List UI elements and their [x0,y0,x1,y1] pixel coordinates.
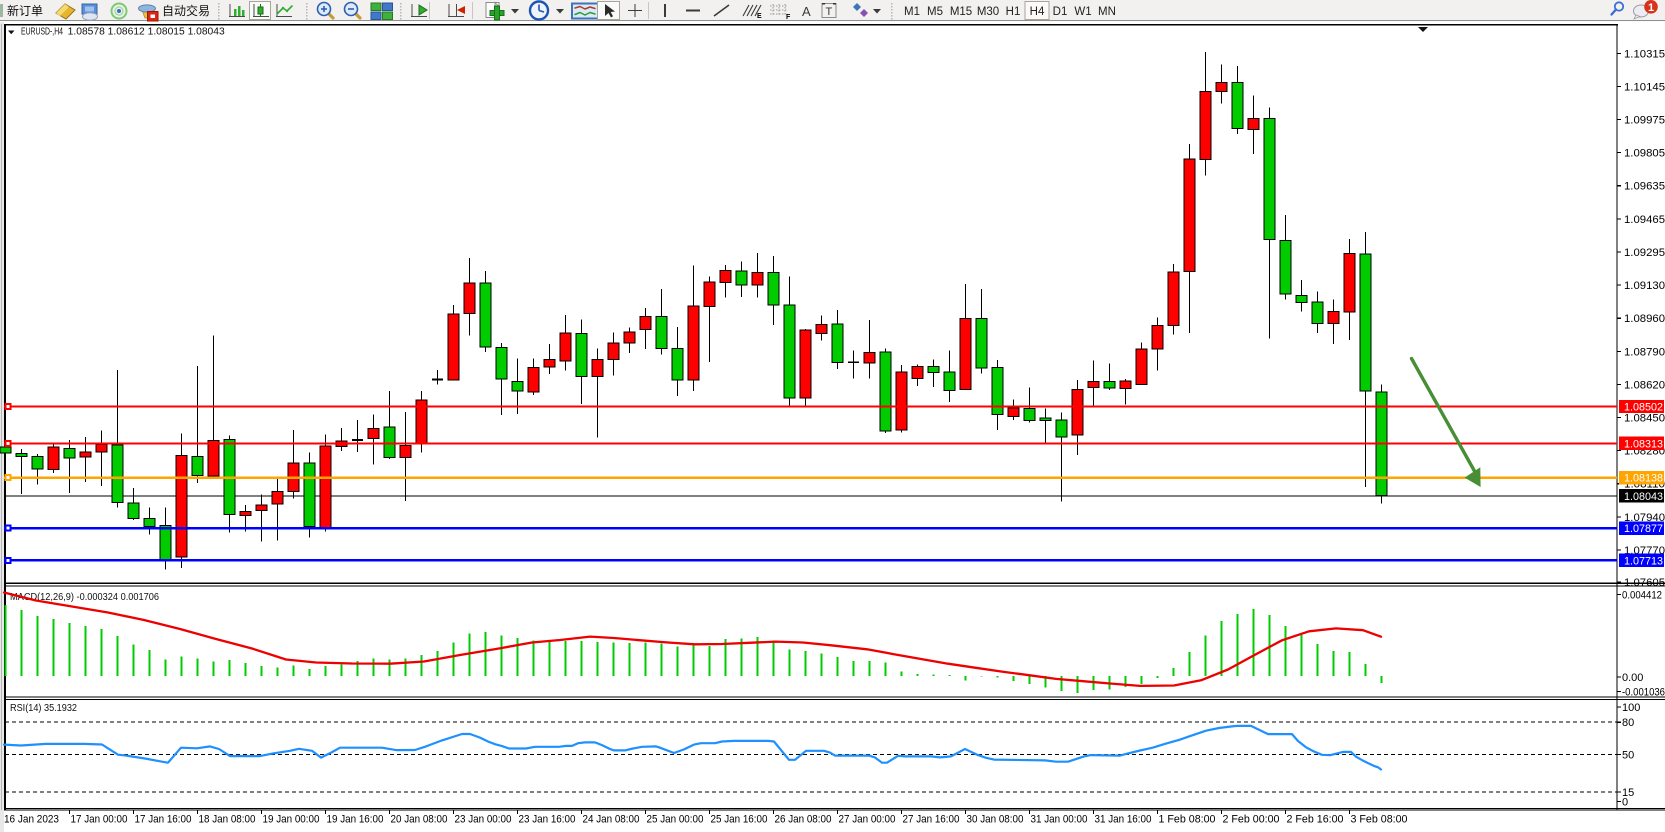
svg-text:D1: D1 [1053,6,1068,18]
svg-text:1.07605: 1.07605 [1624,577,1665,589]
svg-text:1 Feb 08:00: 1 Feb 08:00 [1159,814,1216,826]
svg-text:1.10315: 1.10315 [1624,48,1665,60]
svg-text:1.07877: 1.07877 [1624,523,1663,535]
svg-text:1.08502: 1.08502 [1624,402,1663,414]
svg-text:H4: H4 [1030,6,1045,18]
svg-text:26 Jan 08:00: 26 Jan 08:00 [775,814,832,826]
svg-text:20 Jan 08:00: 20 Jan 08:00 [391,814,448,826]
svg-text:E: E [757,13,762,20]
svg-text:3 Feb 08:00: 3 Feb 08:00 [1351,814,1408,826]
svg-text:0: 0 [1622,797,1628,809]
svg-text:M15: M15 [950,6,972,18]
svg-text:1.09975: 1.09975 [1624,115,1665,127]
svg-text:27 Jan 00:00: 27 Jan 00:00 [839,814,896,826]
svg-text:15: 15 [1622,787,1634,799]
svg-text:1.07940: 1.07940 [1624,512,1665,524]
svg-text:M5: M5 [927,6,943,18]
svg-text:1.09805: 1.09805 [1624,148,1665,160]
svg-text:-0.001036: -0.001036 [1622,686,1665,698]
svg-text:F: F [786,14,791,21]
svg-text:H1: H1 [1006,6,1021,18]
svg-text:M30: M30 [977,6,999,18]
svg-text:1.09130: 1.09130 [1624,280,1665,292]
svg-text:1.08960: 1.08960 [1624,313,1665,325]
svg-text:0.004412: 0.004412 [1622,590,1662,602]
svg-text:M1: M1 [904,6,920,18]
svg-text:24 Jan 08:00: 24 Jan 08:00 [583,814,640,826]
svg-text:23 Jan 00:00: 23 Jan 00:00 [455,814,512,826]
svg-text:1.08138: 1.08138 [1624,473,1663,485]
svg-text:EURUSD-,H4: EURUSD-,H4 [21,27,63,38]
svg-text:50: 50 [1622,749,1634,761]
svg-text:1.08620: 1.08620 [1624,379,1665,391]
svg-text:RSI(14) 35.1932: RSI(14) 35.1932 [10,703,77,714]
svg-text:2 Feb 16:00: 2 Feb 16:00 [1287,814,1344,826]
svg-text:80: 80 [1622,717,1634,729]
svg-text:1: 1 [1648,2,1654,14]
svg-text:W1: W1 [1074,6,1091,18]
svg-text:30 Jan 08:00: 30 Jan 08:00 [967,814,1024,826]
svg-text:1.08450: 1.08450 [1624,413,1665,425]
svg-text:自动交易: 自动交易 [162,3,210,18]
svg-text:1.10145: 1.10145 [1624,81,1665,93]
svg-text:1.07713: 1.07713 [1624,555,1663,567]
svg-text:1.09465: 1.09465 [1624,214,1665,226]
svg-text:1.08578 1.08612 1.08015 1.0804: 1.08578 1.08612 1.08015 1.08043 [68,27,225,38]
svg-text:1.09295: 1.09295 [1624,247,1665,259]
svg-text:16 Jan 2023: 16 Jan 2023 [4,814,59,826]
svg-text:27 Jan 16:00: 27 Jan 16:00 [903,814,960,826]
svg-text:17 Jan 00:00: 17 Jan 00:00 [71,814,128,826]
svg-text:A: A [802,4,811,19]
svg-text:18 Jan 08:00: 18 Jan 08:00 [199,814,256,826]
svg-text:T: T [826,6,833,18]
svg-text:19 Jan 00:00: 19 Jan 00:00 [263,814,320,826]
svg-text:1.08790: 1.08790 [1624,346,1665,358]
svg-text:MN: MN [1098,6,1116,18]
svg-text:MACD(12,26,9) -0.000324 0.0017: MACD(12,26,9) -0.000324 0.001706 [10,592,159,603]
svg-text:100: 100 [1622,702,1640,714]
svg-text:0.00: 0.00 [1622,672,1643,684]
svg-text:25 Jan 00:00: 25 Jan 00:00 [647,814,704,826]
svg-text:新订单: 新订单 [7,3,43,18]
svg-text:1.09635: 1.09635 [1624,181,1665,193]
svg-text:2 Feb 00:00: 2 Feb 00:00 [1223,814,1280,826]
svg-text:1.08043: 1.08043 [1624,491,1663,503]
svg-text:31 Jan 00:00: 31 Jan 00:00 [1031,814,1088,826]
svg-text:23 Jan 16:00: 23 Jan 16:00 [519,814,576,826]
svg-text:1.08313: 1.08313 [1624,438,1663,450]
svg-text:31 Jan 16:00: 31 Jan 16:00 [1095,814,1152,826]
svg-text:19 Jan 16:00: 19 Jan 16:00 [327,814,384,826]
svg-text:25 Jan 16:00: 25 Jan 16:00 [711,814,768,826]
svg-text:17 Jan 16:00: 17 Jan 16:00 [135,814,192,826]
